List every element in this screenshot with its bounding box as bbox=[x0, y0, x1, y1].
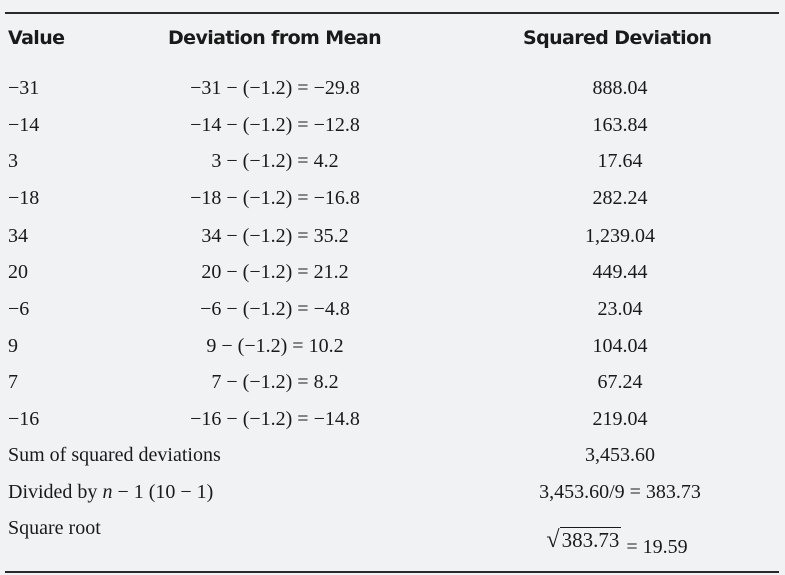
squared-cell: 17.64 bbox=[597, 150, 643, 172]
deviation-cell: −18 − (−1.2) = −16.8 bbox=[190, 187, 360, 209]
table-row: 3 3 − (−1.2) = 4.2 17.64 bbox=[0, 150, 785, 180]
sum-value: 3,453.60 bbox=[585, 444, 655, 466]
bottom-rule bbox=[5, 571, 779, 573]
value-cell: −16 bbox=[8, 408, 40, 430]
squared-cell: 449.44 bbox=[592, 261, 648, 283]
value-cell: 3 bbox=[8, 150, 18, 172]
table-row: 34 34 − (−1.2) = 35.2 1,239.04 bbox=[0, 225, 785, 255]
value-cell: −18 bbox=[8, 187, 40, 209]
divide-value: 3,453.60/9 = 383.73 bbox=[539, 481, 701, 503]
squared-cell: 888.04 bbox=[592, 77, 648, 99]
header-value: Value bbox=[8, 27, 65, 49]
sum-row: Sum of squared deviations 3,453.60 bbox=[0, 444, 785, 474]
table-row: −18 −18 − (−1.2) = −16.8 282.24 bbox=[0, 187, 785, 217]
sum-label: Sum of squared deviations bbox=[8, 444, 221, 466]
sqrt-value: √383.73 = 19.59 bbox=[467, 527, 767, 558]
table-row: −6 −6 − (−1.2) = −4.8 23.04 bbox=[0, 298, 785, 328]
deviation-cell: −6 − (−1.2) = −4.8 bbox=[200, 298, 350, 320]
squared-cell: 1,239.04 bbox=[585, 225, 655, 247]
divide-label-n: n bbox=[102, 481, 113, 503]
sqrt-row: Square root √383.73 = 19.59 bbox=[0, 517, 785, 562]
table-row: 20 20 − (−1.2) = 21.2 449.44 bbox=[0, 261, 785, 291]
squared-cell: 163.84 bbox=[592, 114, 648, 136]
table-row: −31 −31 − (−1.2) = −29.8 888.04 bbox=[0, 77, 785, 107]
value-cell: 9 bbox=[8, 335, 18, 357]
value-cell: −14 bbox=[8, 114, 40, 136]
deviation-cell: −16 − (−1.2) = −14.8 bbox=[190, 408, 360, 430]
deviation-cell: 20 − (−1.2) = 21.2 bbox=[201, 261, 349, 283]
top-rule bbox=[5, 12, 779, 14]
value-cell: 34 bbox=[8, 225, 28, 247]
divide-row: Divided by n − 1 (10 − 1) 3,453.60/9 = 3… bbox=[0, 481, 785, 511]
deviation-cell: 7 − (−1.2) = 8.2 bbox=[211, 371, 339, 393]
value-cell: −6 bbox=[8, 298, 30, 320]
value-cell: 7 bbox=[8, 371, 18, 393]
deviation-cell: 9 − (−1.2) = 10.2 bbox=[206, 335, 344, 357]
header-squared: Squared Deviation bbox=[523, 27, 712, 49]
squared-cell: 67.24 bbox=[597, 371, 643, 393]
deviation-cell: −14 − (−1.2) = −12.8 bbox=[190, 114, 360, 136]
squared-cell: 104.04 bbox=[592, 335, 648, 357]
value-cell: −31 bbox=[8, 77, 40, 99]
sqrt-radicand: 383.73 bbox=[559, 527, 622, 552]
value-cell: 20 bbox=[8, 261, 28, 283]
squared-cell: 23.04 bbox=[597, 298, 643, 320]
sqrt-symbol: √383.73 bbox=[546, 527, 622, 553]
divide-label-post: − 1 (10 − 1) bbox=[112, 481, 214, 503]
deviation-cell: 3 − (−1.2) = 4.2 bbox=[211, 150, 339, 172]
divide-label-pre: Divided by bbox=[8, 481, 103, 503]
table-row: 7 7 − (−1.2) = 8.2 67.24 bbox=[0, 371, 785, 401]
squared-cell: 219.04 bbox=[592, 408, 648, 430]
table-row: 9 9 − (−1.2) = 10.2 104.04 bbox=[0, 335, 785, 365]
squared-cell: 282.24 bbox=[592, 187, 648, 209]
sqrt-label: Square root bbox=[8, 517, 101, 539]
divide-label: Divided by n − 1 (10 − 1) bbox=[8, 481, 213, 504]
deviation-cell: 34 − (−1.2) = 35.2 bbox=[201, 225, 349, 247]
sqrt-result: = 19.59 bbox=[626, 536, 688, 558]
deviation-cell: −31 − (−1.2) = −29.8 bbox=[190, 77, 360, 99]
table-row: −16 −16 − (−1.2) = −14.8 219.04 bbox=[0, 408, 785, 438]
table-row: −14 −14 − (−1.2) = −12.8 163.84 bbox=[0, 114, 785, 144]
header-deviation: Deviation from Mean bbox=[168, 27, 382, 49]
